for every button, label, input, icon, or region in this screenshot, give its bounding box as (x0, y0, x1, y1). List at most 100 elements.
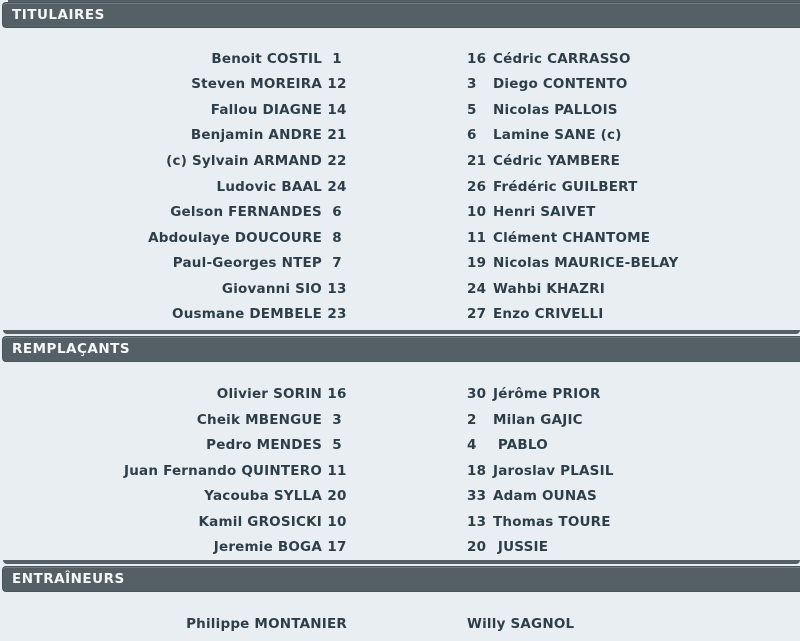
player-name-away: Wahbi KHAZRI (493, 280, 605, 297)
player-row: Abdoulaye DOUCOURE 8 11 Clément CHANTOME (0, 225, 800, 251)
player-number-away: 6 (467, 127, 477, 144)
player-number-home: 16 (327, 385, 347, 402)
section-coaches: ENTRAÎNEURS Philippe MONTANIER Willy SAG… (0, 560, 800, 637)
player-row: Benoit COSTIL 1 16 Cédric CARRASSO (0, 46, 800, 72)
section-cap (3, 560, 800, 565)
section-cap (8, 0, 800, 2)
player-name-away: JUSSIE (493, 539, 549, 556)
player-number-away: 18 (467, 462, 487, 479)
player-name-home: Ousmane DEMBELE (172, 306, 322, 323)
player-number-home: 12 (327, 76, 347, 93)
player-name-home: Fallou DIAGNE (210, 101, 322, 118)
player-number-away: 30 (467, 385, 487, 402)
player-name-home: Benoit COSTIL (211, 50, 322, 67)
player-name-home: Olivier SORIN (216, 385, 322, 402)
player-number-away: 16 (467, 50, 487, 67)
player-name-home: Paul-Georges NTEP (172, 255, 322, 272)
player-row: Giovanni SIO 13 24 Wahbi KHAZRI (0, 276, 800, 302)
player-number-away: 21 (467, 153, 487, 170)
player-name-away: Thomas TOURE (493, 513, 611, 530)
player-name-away: Henri SAIVET (493, 204, 596, 221)
player-number-away: 3 (467, 76, 477, 93)
player-name-away: Cédric CARRASSO (493, 50, 631, 67)
player-number-home: 11 (327, 462, 347, 479)
substitutes-list: Olivier SORIN 16 30 Jérôme PRIOR Cheik MBENG… (0, 362, 800, 560)
player-row: Paul-Georges NTEP 7 19 Nicolas MAURICE-BELA… (0, 251, 800, 277)
player-number-away: 10 (467, 204, 487, 221)
player-name-home: Giovanni SIO (221, 280, 322, 297)
player-name-home: Pedro MENDES (206, 437, 322, 454)
player-name-away: PABLO (493, 437, 548, 454)
starters-header-bar: TITULAIRES (2, 2, 800, 28)
player-number-home: 8 (332, 229, 342, 246)
player-row: Jeremie BOGA 17 20 JUSSIE (0, 535, 800, 561)
player-row: Fallou DIAGNE 14 5 Nicolas PALLOIS (0, 97, 800, 123)
player-name-away: Diego CONTENTO (493, 76, 628, 93)
player-name-away: Nicolas MAURICE-BELAY (493, 255, 679, 272)
player-number-home: 1 (332, 50, 342, 67)
player-number-home: 23 (327, 306, 347, 323)
coach-row: Philippe MONTANIER Willy SAGNOL (0, 611, 800, 637)
player-name-away: Clément CHANTOME (493, 229, 651, 246)
player-row: Olivier SORIN 16 30 Jérôme PRIOR (0, 381, 800, 407)
player-number-home: 6 (332, 204, 342, 221)
section-cap (3, 330, 800, 335)
starters-title: TITULAIRES (12, 7, 105, 23)
player-number-away: 13 (467, 513, 487, 530)
player-name-home: Kamil GROSICKI (198, 513, 322, 530)
player-name-away: Frédéric GUILBERT (493, 178, 638, 195)
substitutes-title: REMPLAÇANTS (12, 341, 131, 358)
section-starters: TITULAIRES Benoit COSTIL 1 16 Cédric CARRAS… (0, 0, 800, 330)
player-name-home: Jeremie BOGA (213, 539, 322, 556)
player-number-home: 3 (332, 411, 342, 428)
player-number-home: 13 (327, 280, 347, 297)
player-number-away: 19 (467, 255, 487, 272)
substitutes-header-bar: REMPLAÇANTS (2, 336, 800, 363)
player-name-away: Adam OUNAS (493, 488, 597, 505)
player-number-away: 24 (467, 280, 487, 297)
player-row: Kamil GROSICKI 10 13 Thomas TOURE (0, 509, 800, 535)
player-number-away: 26 (467, 178, 487, 195)
player-row: Ousmane DEMBELE 23 27 Enzo CRIVELLI (0, 302, 800, 328)
player-name-away: Jérôme PRIOR (493, 385, 601, 402)
player-number-home: 22 (327, 153, 347, 170)
player-row: Benjamin ANDRE 21 6 Lamine SANE (c) (0, 123, 800, 149)
player-name-home: Ludovic BAAL (216, 178, 322, 195)
player-name-home: Abdoulaye DOUCOURE (148, 229, 322, 246)
player-number-away: 33 (467, 488, 487, 505)
player-number-home: 10 (327, 513, 347, 530)
player-row: Pedro MENDES 5 4 PABLO (0, 432, 800, 458)
player-row: Ludovic BAAL 24 26 Frédéric GUILBERT (0, 174, 800, 200)
player-name-home: Gelson FERNANDES (170, 204, 322, 221)
player-name-home: Steven MOREIRA (191, 76, 322, 93)
player-name-home: Yacouba SYLLA (204, 488, 322, 505)
player-number-away: 4 (467, 437, 477, 454)
starters-list: Benoit COSTIL 1 16 Cédric CARRASSO Steven MO… (0, 28, 800, 330)
player-row: Cheik MBENGUE 3 2 Milan GAJIC (0, 407, 800, 433)
player-row: Juan Fernando QUINTERO 11 18 Jaroslav PLASI… (0, 458, 800, 484)
player-name-home: Benjamin ANDRE (190, 127, 322, 144)
player-name-away: Milan GAJIC (493, 411, 583, 428)
player-number-away: 11 (467, 229, 487, 246)
player-name-away: Lamine SANE (c) (493, 127, 622, 144)
player-row: Gelson FERNANDES 6 10 Henri SAIVET (0, 199, 800, 225)
player-row: Yacouba SYLLA 20 33 Adam OUNAS (0, 483, 800, 509)
player-name-away: Jaroslav PLASIL (493, 462, 614, 479)
player-number-away: 27 (467, 306, 487, 323)
player-number-home: 21 (327, 127, 347, 144)
player-number-home: 14 (327, 101, 347, 118)
player-name-home: (c) Sylvain ARMAND (166, 153, 322, 170)
player-name-away: Enzo CRIVELLI (493, 306, 604, 323)
player-number-home: 17 (327, 539, 347, 556)
player-name-home: Cheik MBENGUE (196, 411, 322, 428)
player-number-home: 24 (327, 178, 347, 195)
player-row: Steven MOREIRA 12 3 Diego CONTENTO (0, 72, 800, 98)
coaches-list: Philippe MONTANIER Willy SAGNOL (0, 592, 800, 637)
player-name-home: Juan Fernando QUINTERO (124, 462, 322, 479)
player-row: (c) Sylvain ARMAND 22 21 Cédric YAMBERE (0, 148, 800, 174)
coach-name-away: Willy SAGNOL (467, 615, 575, 632)
player-name-away: Cédric YAMBERE (493, 153, 621, 170)
coach-name-home: Philippe MONTANIER (186, 615, 347, 632)
player-name-away: Nicolas PALLOIS (493, 101, 618, 118)
